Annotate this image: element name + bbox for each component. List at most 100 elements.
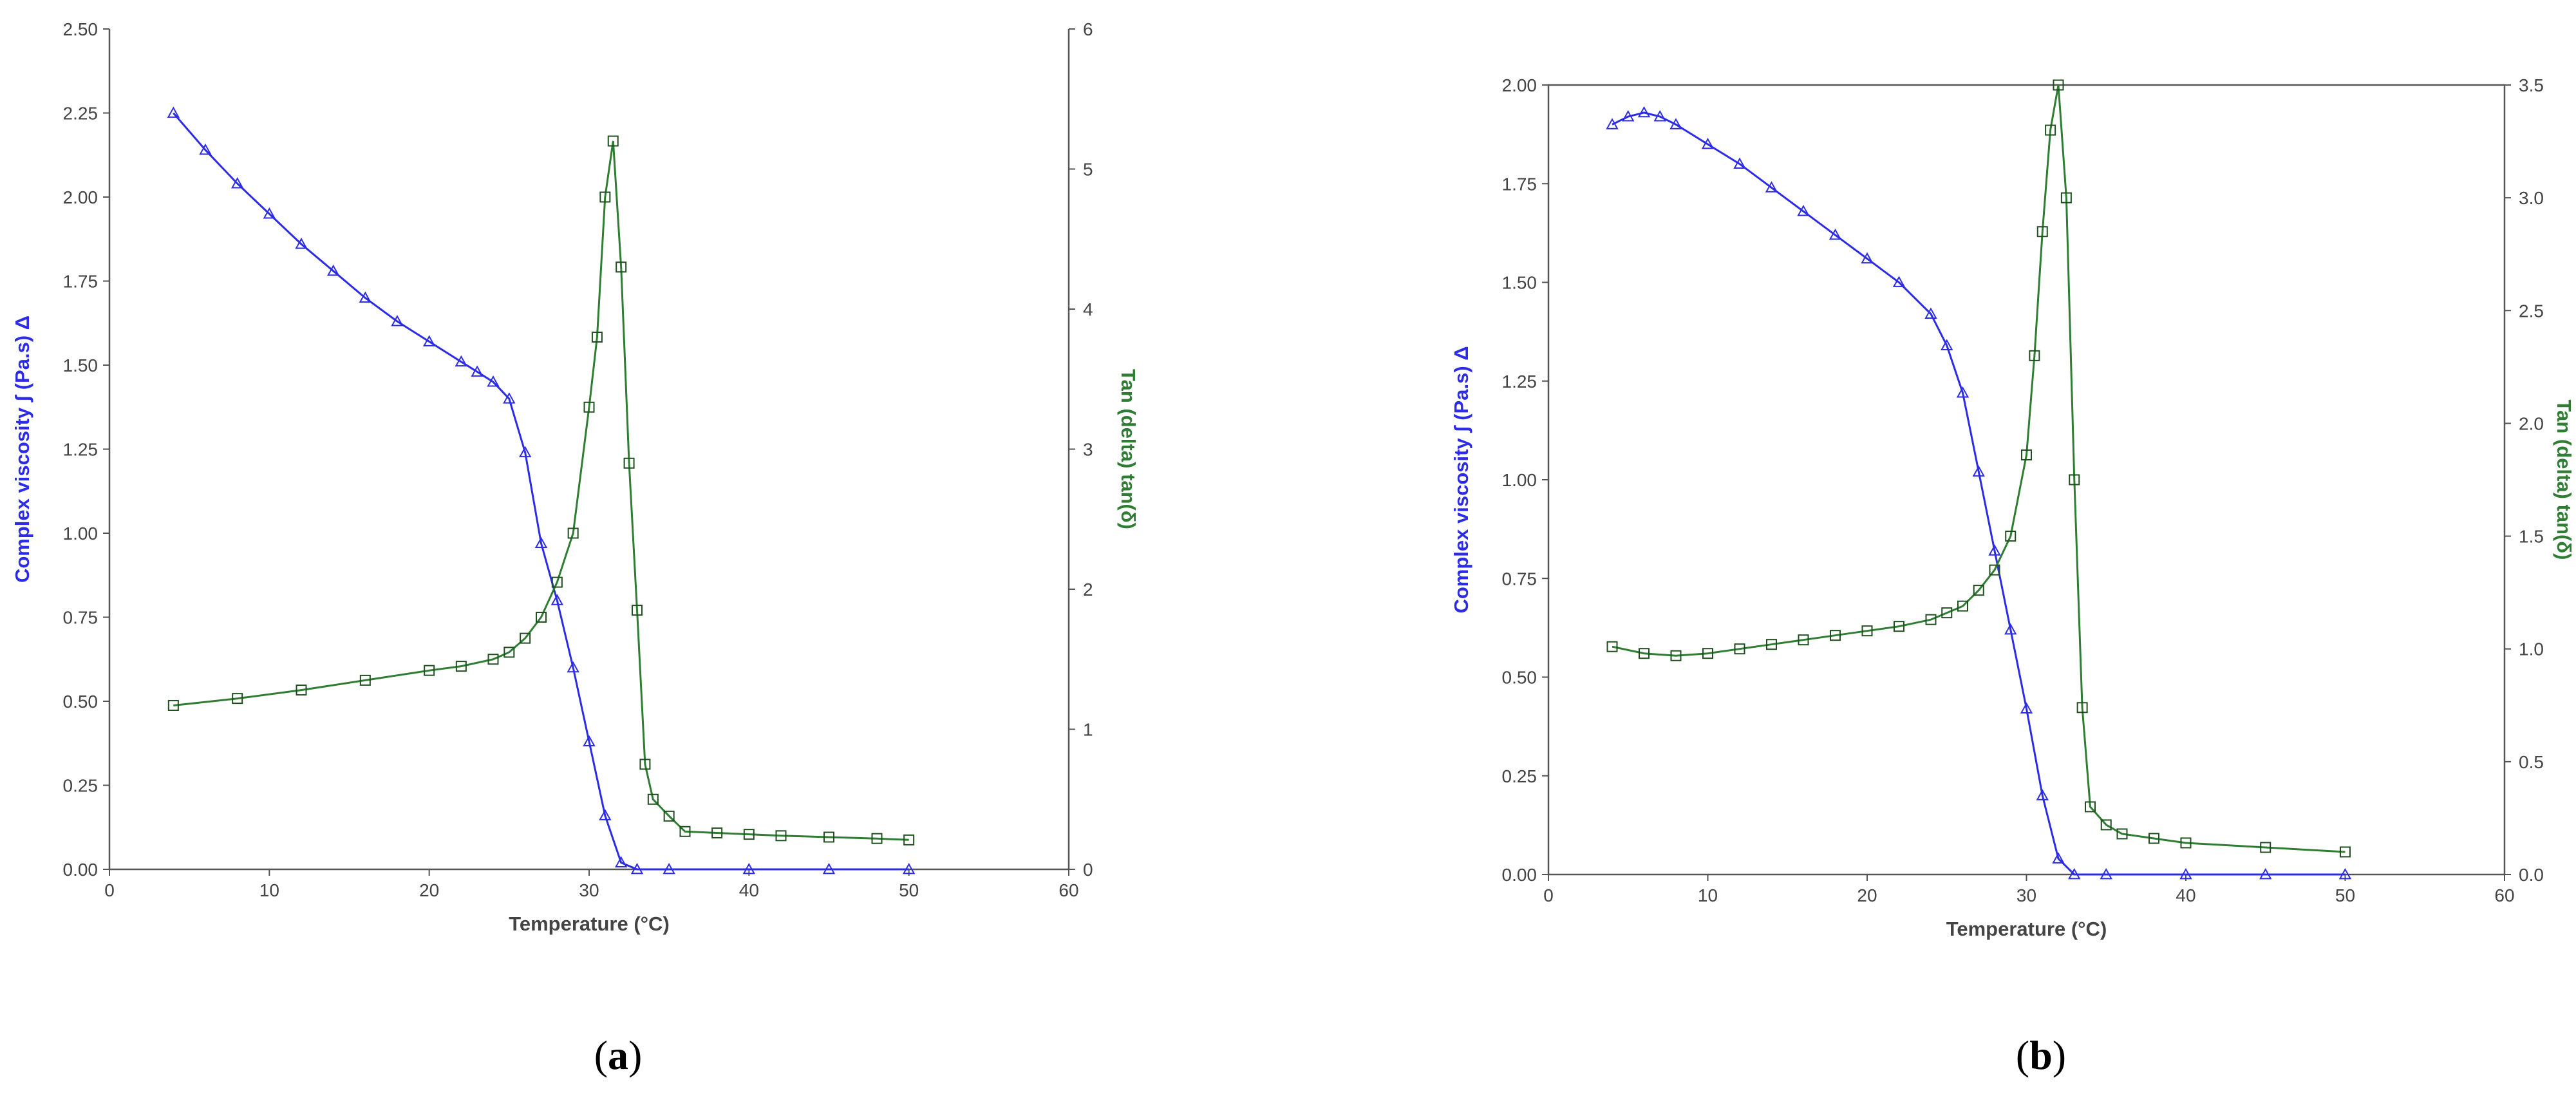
viscosity-point xyxy=(614,856,628,867)
viscosity-point xyxy=(2004,623,2017,635)
y-right-tick-label: 0 xyxy=(1083,860,1093,880)
tan-delta-point xyxy=(232,693,243,704)
tan-delta-point xyxy=(520,632,531,644)
tan-delta-point xyxy=(2100,819,2112,831)
tan-delta-point xyxy=(1941,607,1953,619)
viscosity-point xyxy=(1941,339,1953,350)
y-left-tick-label: 1.75 xyxy=(63,272,99,292)
viscosity-point xyxy=(391,315,404,326)
x-axis-title: Temperature (°C) xyxy=(509,912,670,935)
x-tick-label: 20 xyxy=(1857,885,1877,905)
viscosity-point xyxy=(1606,118,1619,129)
viscosity-point xyxy=(550,594,564,605)
viscosity-point xyxy=(663,862,675,874)
viscosity-point xyxy=(1637,106,1651,118)
viscosity-point xyxy=(2068,867,2081,880)
y-right-tick-label: 2.5 xyxy=(2519,301,2544,321)
tan-delta-point xyxy=(1734,643,1745,655)
tan-delta-point xyxy=(2045,124,2056,136)
tan-delta-point xyxy=(2076,702,2088,713)
tan-delta-point xyxy=(1989,564,2000,576)
tan-delta-series-line xyxy=(173,140,909,841)
viscosity-point xyxy=(503,392,516,404)
y-left-tick-label: 0.00 xyxy=(63,860,99,880)
tan-delta-point xyxy=(1639,648,1650,659)
y-left-tick-label: 2.00 xyxy=(1502,75,1537,95)
tan-delta-point xyxy=(1670,650,1682,661)
tan-delta-point xyxy=(679,826,691,837)
x-tick-label: 30 xyxy=(579,880,599,900)
tan-delta-series-line xyxy=(1612,84,2346,853)
viscosity-series-line xyxy=(173,112,909,871)
tan-delta-point xyxy=(743,829,755,840)
tan-delta-point xyxy=(2021,449,2032,460)
tan-delta-point xyxy=(1798,634,1809,646)
tan-delta-point xyxy=(2260,842,2271,853)
y-left-tick-label: 2.50 xyxy=(63,19,99,39)
viscosity-point xyxy=(2100,867,2112,880)
tan-delta-point xyxy=(711,827,723,838)
viscosity-point xyxy=(263,207,276,219)
tan-delta-point xyxy=(775,830,787,842)
tan-delta-point xyxy=(2005,531,2017,542)
viscosity-point xyxy=(167,106,180,118)
chart-marks: 0 10 20 30 40 50 600.000.250.500.751.001.251.5… xyxy=(63,19,1093,900)
y-right-tick-label: 0.5 xyxy=(2519,752,2544,772)
y-left-tick-label: 1.25 xyxy=(63,440,99,460)
y-axis-title-left: Complex viscosity ʃ (Pa.s) Δ xyxy=(11,316,33,583)
viscosity-point xyxy=(2259,867,2272,880)
tan-delta-point xyxy=(2060,192,2072,203)
chart-panel-b: 0 10 20 30 40 50 60 0.00 0.25 0.50 0.75 1.00 1.25 1.5… xyxy=(1450,75,2575,1078)
y-left-tick-label: 1.00 xyxy=(1502,470,1537,490)
y-left-tick-label: 0.50 xyxy=(1502,668,1537,688)
tan-delta-point xyxy=(424,665,435,676)
y-left-tick-label: 0.75 xyxy=(63,608,99,628)
x-tick-label: 10 xyxy=(1698,885,1718,905)
tan-delta-point xyxy=(2340,846,2351,858)
tan-delta-point xyxy=(623,457,635,469)
y-left-tick-label: 0.50 xyxy=(63,692,99,712)
panel-label: (b) xyxy=(2016,1032,2066,1078)
tan-delta-point xyxy=(823,831,834,843)
tan-delta-point xyxy=(2116,828,2128,840)
viscosity-point xyxy=(583,735,596,747)
tan-delta-point xyxy=(1957,600,1968,612)
y-left-tick-label: 0.75 xyxy=(1502,569,1537,589)
viscosity-point xyxy=(742,862,756,874)
viscosity-point xyxy=(822,862,836,874)
viscosity-point xyxy=(2036,789,2049,800)
viscosity-point xyxy=(359,291,372,303)
tan-delta-point xyxy=(536,612,547,623)
viscosity-point xyxy=(630,862,644,874)
y-left-tick-label: 0.25 xyxy=(63,776,99,796)
viscosity-point xyxy=(1892,276,1906,287)
tan-delta-point xyxy=(663,810,675,822)
y-right-tick-label: 4 xyxy=(1083,299,1093,319)
viscosity-point xyxy=(567,661,579,673)
viscosity-point xyxy=(1797,205,1810,216)
x-tick-label: 40 xyxy=(2176,885,2195,905)
viscosity-point xyxy=(1653,109,1666,122)
viscosity-point xyxy=(1829,228,1842,240)
y-right-tick-label: 2.0 xyxy=(2519,413,2544,433)
viscosity-point xyxy=(1669,118,1682,129)
viscosity-point xyxy=(230,177,244,189)
tan-delta-point xyxy=(1606,641,1618,652)
tan-delta-point xyxy=(1973,585,1984,596)
tan-delta-point xyxy=(551,576,563,588)
tan-delta-point xyxy=(632,605,643,616)
tan-delta-point xyxy=(2180,837,2192,849)
y-left-tick-label: 1.25 xyxy=(1502,372,1537,392)
y-left-tick-label: 1.00 xyxy=(63,524,99,543)
viscosity-point xyxy=(1988,544,2001,556)
viscosity-point xyxy=(534,536,548,549)
tan-delta-point xyxy=(591,332,603,343)
y-left-tick-label: 0.25 xyxy=(1502,766,1537,786)
y-axis-title-right: Tan (delta) tan(δ) xyxy=(1117,369,1140,529)
tan-delta-point xyxy=(2053,79,2064,91)
tan-delta-point xyxy=(903,834,915,846)
viscosity-point xyxy=(199,143,212,155)
viscosity-point xyxy=(902,862,916,874)
tan-delta-point xyxy=(487,654,499,665)
tan-delta-point xyxy=(1894,621,1904,632)
